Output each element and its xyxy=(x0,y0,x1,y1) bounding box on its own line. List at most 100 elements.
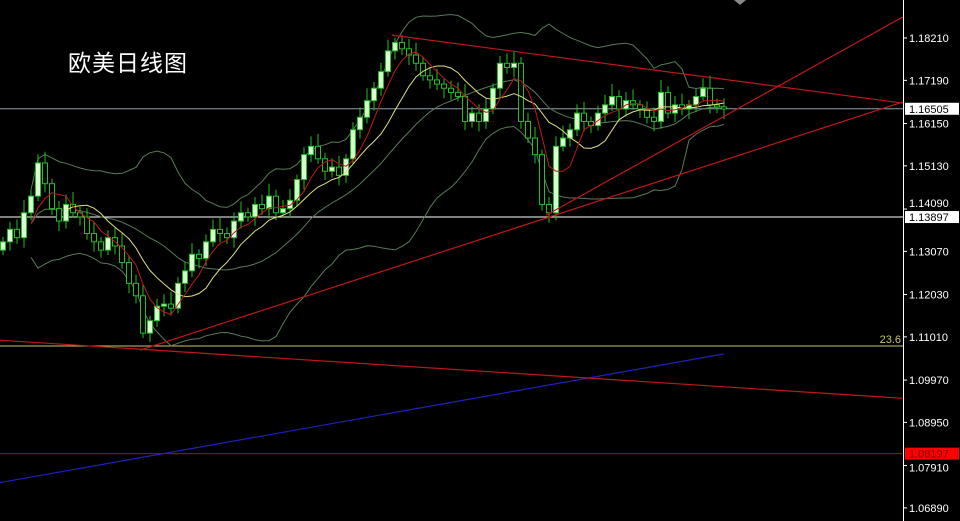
price-marker-background xyxy=(905,211,959,224)
candle-body xyxy=(105,237,111,251)
chart-title: 欧美日线图 xyxy=(68,51,188,77)
candle-body xyxy=(196,253,202,259)
trendline xyxy=(139,101,904,351)
price-marker-label: 1.13897 xyxy=(909,212,949,224)
candle-body xyxy=(49,183,55,210)
candle-body xyxy=(406,48,412,56)
trendline xyxy=(0,339,904,399)
price-tick-label: 1.13070 xyxy=(909,246,949,258)
candle-body xyxy=(532,137,538,156)
candle-body xyxy=(434,79,440,85)
candle-body xyxy=(315,145,321,160)
candle-body xyxy=(203,241,209,259)
price-tick-label: 1.11010 xyxy=(909,332,948,344)
candle-body xyxy=(259,203,265,210)
price-marker-background xyxy=(905,447,959,460)
candle-body xyxy=(161,303,167,307)
candle-body xyxy=(126,262,132,284)
candle-body xyxy=(504,62,510,68)
candle-body xyxy=(469,112,475,122)
candle-body xyxy=(280,208,286,214)
bollinger-middle-band xyxy=(30,79,725,271)
candle-body xyxy=(252,203,258,218)
candle-body xyxy=(553,145,559,214)
candle-body xyxy=(714,104,720,108)
candle-body xyxy=(441,83,447,89)
candle-body xyxy=(385,50,391,73)
candle-body xyxy=(574,112,580,131)
candle-body xyxy=(133,282,139,297)
candle-body xyxy=(455,91,461,98)
candle-body xyxy=(98,241,104,251)
candle-body xyxy=(7,228,13,243)
candle-body xyxy=(238,212,244,222)
candle-body xyxy=(329,166,335,172)
candle-body xyxy=(343,158,349,176)
candle-body xyxy=(392,42,398,52)
candle-body xyxy=(56,208,62,222)
candle-body xyxy=(147,320,153,334)
candle-body xyxy=(567,129,573,139)
candle-body xyxy=(189,253,195,272)
candle-body xyxy=(154,305,160,322)
candle-body xyxy=(14,228,20,239)
candle-body xyxy=(448,87,454,93)
candle-body xyxy=(609,96,615,106)
candle-body xyxy=(707,87,713,106)
candle-body xyxy=(560,137,566,147)
candle-body xyxy=(35,162,41,197)
price-marker-label: 1.08197 xyxy=(909,449,949,461)
candle-body xyxy=(63,203,69,222)
candle-body xyxy=(413,54,419,64)
candle-body xyxy=(140,295,146,334)
price-tick-label: 1.17190 xyxy=(909,75,949,87)
candle-body xyxy=(308,145,314,156)
price-marker-label: 1.16505 xyxy=(909,104,949,116)
trendline xyxy=(391,34,904,104)
candle-body xyxy=(644,108,650,118)
candle-body xyxy=(602,104,608,114)
candle-body xyxy=(518,62,524,122)
candle-body xyxy=(21,212,27,239)
candle-body xyxy=(168,303,174,309)
candle-body xyxy=(539,154,545,205)
candle-body xyxy=(245,212,251,218)
price-tick-label: 1.09970 xyxy=(909,375,949,387)
candle-body xyxy=(378,71,384,89)
candle-body xyxy=(217,228,223,235)
price-tick-label: 1.16150 xyxy=(909,119,949,131)
candle-body xyxy=(483,108,489,122)
candle-body xyxy=(721,106,727,110)
candle-body xyxy=(84,216,90,235)
candle-body xyxy=(210,228,216,243)
fast-moving-average xyxy=(30,51,725,316)
candle-body xyxy=(294,179,300,201)
price-tick-label: 1.15130 xyxy=(909,161,949,173)
candle-body xyxy=(546,203,552,214)
trendline xyxy=(545,16,904,216)
candle-body xyxy=(665,91,671,114)
candle-body xyxy=(182,270,188,284)
candle-body xyxy=(42,162,48,185)
candle-body xyxy=(581,112,587,122)
candle-body xyxy=(525,120,531,139)
candle-body xyxy=(427,75,433,81)
price-axis-background xyxy=(903,0,960,521)
price-tick-label: 1.12030 xyxy=(909,290,949,302)
candle-body xyxy=(336,166,342,176)
candle-body xyxy=(119,245,125,264)
price-tick-label: 1.07910 xyxy=(909,463,949,475)
candles xyxy=(0,35,727,342)
candle-body xyxy=(462,96,468,122)
candle-body xyxy=(399,42,405,50)
chart-shift-marker-icon xyxy=(734,0,746,5)
candle-body xyxy=(637,104,643,110)
candle-body xyxy=(420,62,426,77)
long-moving-average xyxy=(0,353,725,484)
candle-body xyxy=(287,199,293,210)
candle-body xyxy=(266,195,272,210)
candle-body xyxy=(175,282,181,309)
candle-body xyxy=(224,233,230,239)
candle-body xyxy=(616,96,622,110)
